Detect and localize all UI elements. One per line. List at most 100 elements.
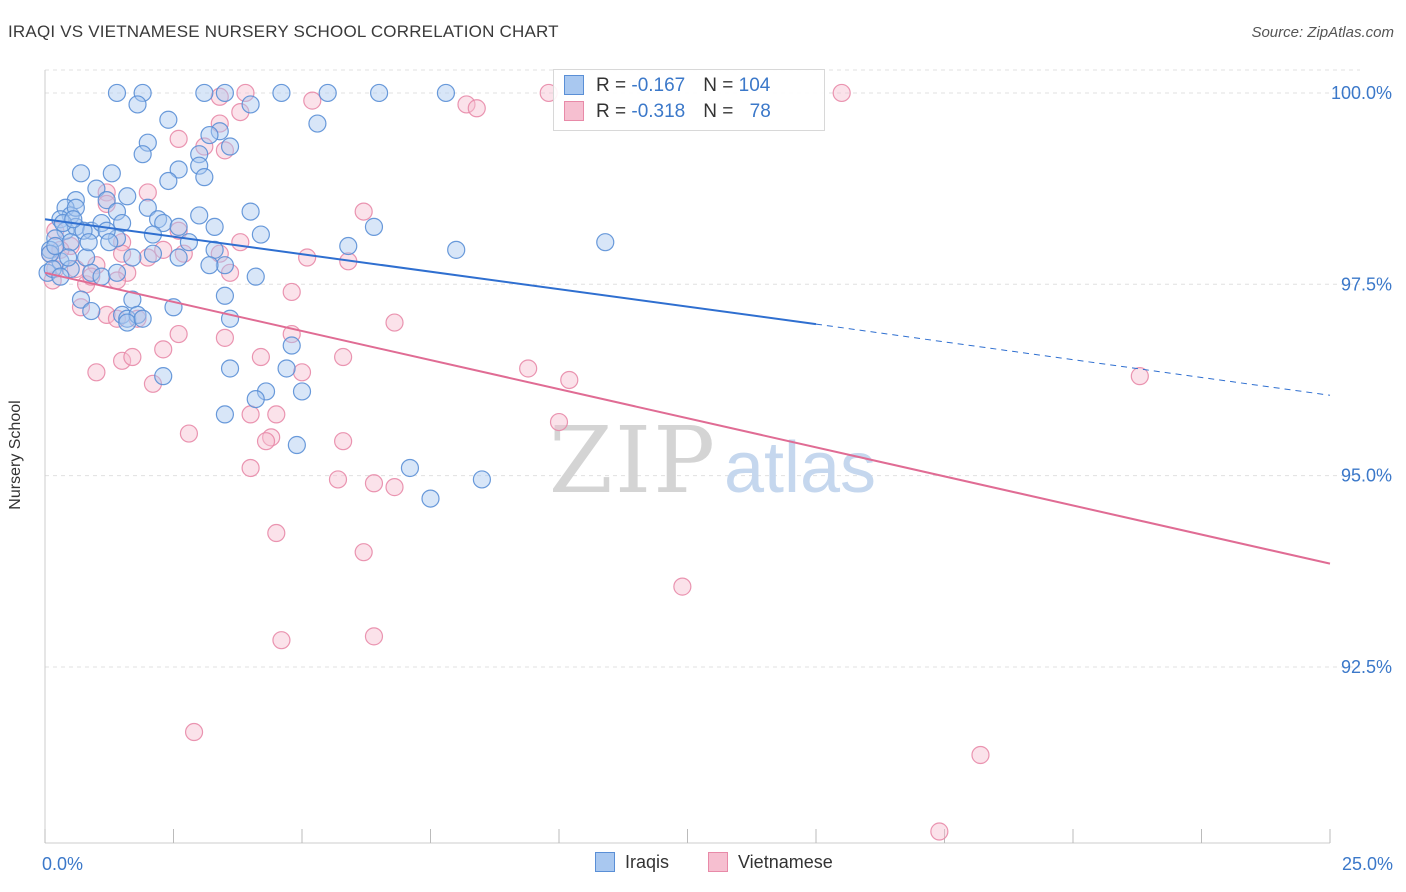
iraqis-point [246,267,265,286]
vietnamese-point [385,313,404,332]
axes [44,70,1331,844]
vietnamese-point [256,432,276,451]
iraqis-point [133,145,152,164]
iraqis-point [143,244,163,263]
vietnamese-point [97,194,116,214]
iraqis-trend-extension [815,323,1331,396]
iraqis-point [251,225,270,244]
watermark-zip: ZIP [549,407,717,514]
iraqis-point [241,202,260,221]
iraqis-point [282,336,301,355]
iraqis-point [256,382,276,401]
iraqis-point [400,458,420,478]
vietnamese-point [143,374,163,393]
vietnamese-point [328,470,348,489]
bottom-vietnamese-label: Vietnamese [738,852,833,872]
vietnamese-point [267,405,286,424]
iraqis-point [79,233,98,252]
source-label: Source: ZipAtlas.com [1251,24,1394,41]
vietnamese-r-value: -0.318 [631,101,686,122]
iraqis-point [107,202,127,221]
x-tick-label: 25.0% [1342,854,1393,874]
y-axis-label: Nursery School [7,400,24,510]
x-tick-label: 0.0% [42,854,83,874]
iraqis-point [339,236,358,256]
iraqis-n-label: N = [703,75,739,96]
grid-lines [45,69,1360,668]
vietnamese-point [236,83,255,103]
bottom-vietnamese-swatch [708,852,728,872]
watermark-atlas: atlas [724,428,876,508]
iraqis-point [277,359,296,378]
iraqis-point [159,110,178,129]
iraqis-point [138,133,157,152]
iraqis-point [370,83,389,103]
vietnamese-point [334,432,353,451]
iraqis-point [308,114,327,133]
vietnamese-point [169,129,188,148]
vietnamese-point [184,722,204,742]
iraqis-point [287,435,306,455]
chart-title: IRAQI VS VIETNAMESE NURSERY SCHOOL CORRE… [8,22,559,41]
iraqis-point [97,191,116,210]
iraqis-point [118,313,137,332]
iraqis-point [215,286,234,305]
iraqis-point [169,248,188,267]
trend-lines [44,218,1331,565]
vietnamese-point [231,102,250,122]
iraqis-point [71,290,91,309]
iraqis-point [66,198,85,217]
iraqis-point [82,301,101,321]
iraqis-point [64,210,83,229]
iraqis-point [118,309,137,328]
vietnamese-point [673,577,692,596]
iraqis-point [596,233,615,252]
iraqis-point [246,389,265,409]
vietnamese-point [272,631,291,650]
vietnamese-point [179,424,199,443]
iraqis-point [200,256,219,275]
vietnamese-point [231,233,250,252]
y-tick-label: 97.5% [1341,274,1392,294]
vietnamese-point [292,363,312,382]
iraqis-point [102,164,121,183]
iraqis-point [220,137,240,156]
iraqis-point [71,164,91,183]
vietnamese-point [354,202,373,221]
iraqis-point [215,405,234,424]
vietnamese-point [46,221,65,240]
iraqis-point [87,179,106,198]
iraqis-point [292,382,312,401]
vietnamese-point [549,412,569,432]
bottom-legend-iraqis: Iraqis [595,852,669,873]
vietnamese-point [930,822,949,841]
iraqis-point [107,83,127,103]
vietnamese-point [97,305,116,325]
iraqis-point [46,236,65,256]
vietnamese-n-label: N = [703,101,739,122]
iraqis-point [195,168,214,187]
legend-row-iraqis: R = -0.167 N = 104 [564,75,770,99]
iraqis-r-value: -0.167 [631,75,686,96]
iraqis-point [154,367,173,386]
bottom-legend-vietnamese: Vietnamese [708,852,833,873]
vietnamese-point [82,267,101,286]
iraqis-trend-line [44,218,817,326]
iraqis-point [154,213,173,233]
vietnamese-point [112,351,132,370]
vietnamese-point [128,309,147,328]
iraqis-point [74,221,93,240]
iraqis-r-label: R = [596,75,632,96]
iraqis-point [318,83,337,103]
vietnamese-point [334,347,353,367]
iraqis-point [364,217,384,236]
vietnamese-point [241,405,260,424]
vietnamese-point [154,240,173,259]
iraqis-point [118,187,137,206]
vietnamese-swatch [564,101,584,121]
iraqis-point [169,160,188,179]
vietnamese-r-label: R = [596,101,632,122]
vietnamese-point [154,340,173,359]
iraqis-point [200,125,219,145]
iraqis-point [128,95,147,114]
